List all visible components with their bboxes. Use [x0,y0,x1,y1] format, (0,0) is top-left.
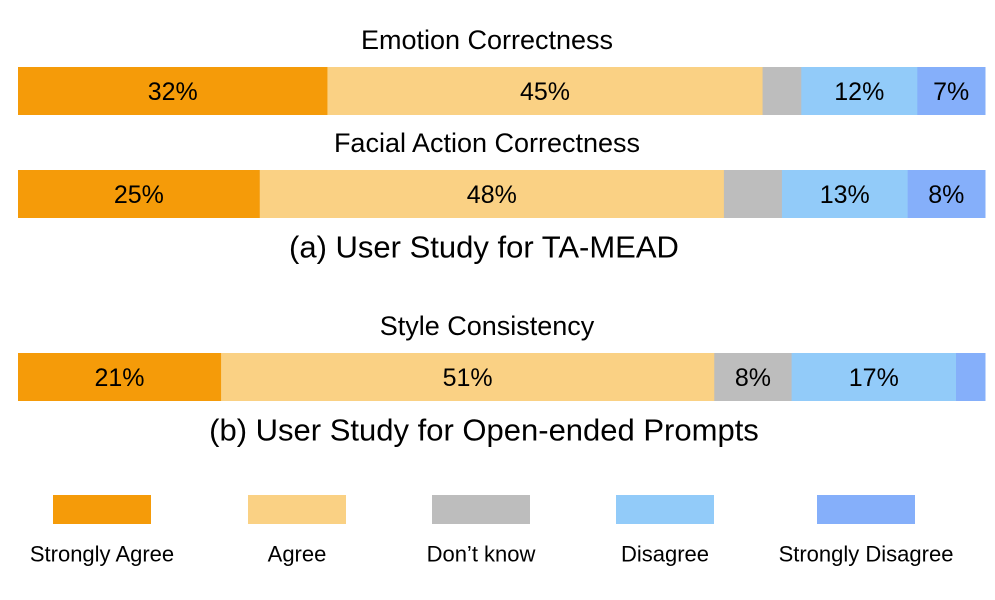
legend-label-3: Disagree [621,542,709,567]
legend-label-4: Strongly Disagree [779,542,954,567]
data-label-emotion-correctness-1: 45% [520,78,570,106]
data-label-style-consistency-0: 21% [95,364,145,392]
bar-segment-style-consistency-0 [18,353,222,401]
bar-segment-style-consistency-2 [714,353,793,401]
bar-segment-emotion-correctness-0 [18,67,328,115]
legend-swatch-3 [616,495,714,524]
bar-segment-facial-action-correctness-4 [907,170,986,218]
legend-label-0: Strongly Agree [30,542,174,567]
data-label-style-consistency-2: 8% [735,364,771,392]
data-label-facial-action-correctness-0: 25% [114,181,164,209]
data-label-emotion-correctness-4: 7% [933,78,969,106]
bar-segment-facial-action-correctness-1 [259,170,725,218]
bar-segment-emotion-correctness-3 [801,67,918,115]
data-label-style-consistency-1: 51% [443,364,493,392]
bar-segment-emotion-correctness-1 [327,67,764,115]
bar-segment-facial-action-correctness-0 [18,170,261,218]
bar-segment-emotion-correctness-4 [917,67,986,115]
legend-swatch-4 [817,495,915,524]
legend-swatch-2 [432,495,530,524]
legend-label-1: Agree [268,542,327,567]
data-label-emotion-correctness-0: 32% [148,78,198,106]
group-caption-0: (a) User Study for TA-MEAD [289,230,679,265]
bar-segment-style-consistency-3 [791,353,957,401]
bar-title-style-consistency: Style Consistency [380,311,595,341]
group-caption-1: (b) User Study for Open-ended Prompts [209,413,759,448]
data-label-style-consistency-3: 17% [849,364,899,392]
data-label-facial-action-correctness-3: 13% [820,181,870,209]
data-label-emotion-correctness-3: 12% [834,78,884,106]
bar-segment-style-consistency-1 [221,353,715,401]
data-label-facial-action-correctness-4: 8% [928,181,964,209]
bar-segment-style-consistency-4 [955,353,986,401]
data-label-facial-action-correctness-1: 48% [467,181,517,209]
bar-title-facial-action-correctness: Facial Action Correctness [334,128,640,158]
bar-segment-facial-action-correctness-3 [781,170,909,218]
bar-segment-emotion-correctness-2 [762,67,802,115]
legend-swatch-1 [248,495,346,524]
legend-label-2: Don’t know [427,542,536,567]
legend-swatch-0 [53,495,151,524]
bar-title-emotion-correctness: Emotion Correctness [361,25,613,55]
bar-segment-facial-action-correctness-2 [723,170,783,218]
